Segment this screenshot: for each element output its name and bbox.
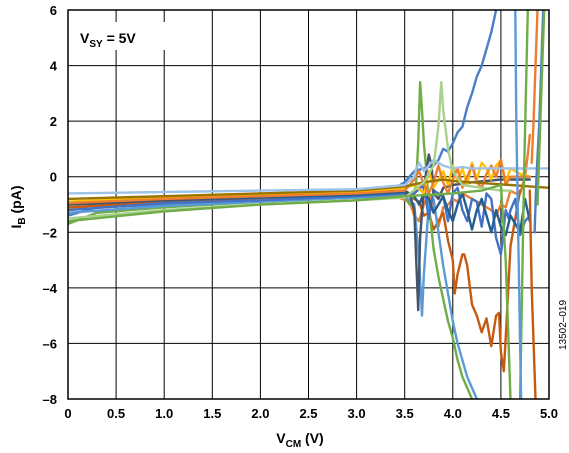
x-tick-label: 0.5: [107, 406, 125, 421]
y-tick-label: –8: [43, 392, 57, 407]
series-line-12: [68, 158, 549, 195]
series-group: [68, 10, 549, 399]
x-tick-label: 1.5: [203, 406, 221, 421]
series-line-20: [536, 10, 546, 206]
series-line-14: [68, 183, 512, 399]
y-tick-label: 2: [50, 114, 57, 129]
annotation-text: VSY = 5V: [80, 30, 136, 50]
series-line-16: [514, 10, 523, 399]
y-tick-label: 0: [50, 170, 57, 185]
x-tick-label: 4.0: [444, 406, 462, 421]
x-tick-label: 0: [64, 406, 71, 421]
annotation-box: [71, 22, 166, 50]
figure-number: 13502–019: [558, 300, 569, 350]
series-line-3: [68, 189, 522, 373]
x-tick-label: 3.5: [396, 406, 414, 421]
series-line-11: [68, 178, 549, 201]
x-tick-label: 1.0: [155, 406, 173, 421]
x-tick-label: 2.0: [251, 406, 269, 421]
y-tick-label: –4: [43, 281, 58, 296]
x-tick-label: 3.0: [348, 406, 366, 421]
series-line-18: [530, 10, 539, 164]
y-axis-ticks: –8 –6 –4 –2 0 2 4 6: [43, 3, 58, 407]
y-tick-label: 6: [50, 3, 57, 18]
x-tick-label: 4.5: [492, 406, 510, 421]
x-axis-label: VCM (V): [276, 430, 323, 450]
y-axis-label: IB (pA): [8, 185, 28, 228]
series-line-15: [518, 10, 529, 399]
x-tick-label: 2.5: [299, 406, 317, 421]
series-line-5: [68, 195, 478, 399]
y-tick-label: –6: [43, 336, 57, 351]
x-tick-label: 5.0: [540, 406, 558, 421]
y-tick-label: –2: [43, 225, 57, 240]
series-line-4: [68, 81, 474, 399]
x-axis-ticks: 0 0.5 1.0 1.5 2.0 2.5 3.0 3.5 4.0 4.5 5.0: [64, 406, 558, 421]
plot-frame: [67, 9, 550, 400]
series-line-17: [528, 189, 537, 399]
y-tick-label: 4: [50, 59, 58, 74]
